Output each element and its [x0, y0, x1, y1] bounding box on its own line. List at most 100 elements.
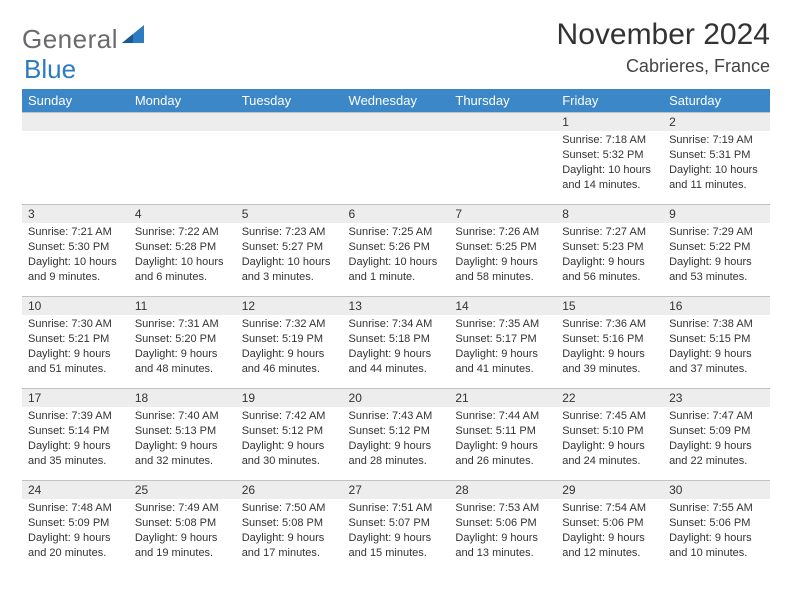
daylight-text-1: Daylight: 9 hours	[455, 439, 550, 454]
daylight-text-1: Daylight: 9 hours	[28, 439, 123, 454]
calendar-cell: 20Sunrise: 7:43 AMSunset: 5:12 PMDayligh…	[343, 389, 450, 481]
calendar-cell: 13Sunrise: 7:34 AMSunset: 5:18 PMDayligh…	[343, 297, 450, 389]
sunset-text: Sunset: 5:21 PM	[28, 332, 123, 347]
day-body: Sunrise: 7:34 AMSunset: 5:18 PMDaylight:…	[343, 315, 450, 380]
daylight-text-2: and 22 minutes.	[669, 454, 764, 469]
daylight-text-1: Daylight: 9 hours	[242, 439, 337, 454]
sunset-text: Sunset: 5:12 PM	[242, 424, 337, 439]
sunset-text: Sunset: 5:28 PM	[135, 240, 230, 255]
sunset-text: Sunset: 5:13 PM	[135, 424, 230, 439]
logo-text-blue: Blue	[24, 54, 76, 85]
daylight-text-1: Daylight: 9 hours	[455, 347, 550, 362]
day-number: 12	[236, 297, 343, 315]
day-header-row: SundayMondayTuesdayWednesdayThursdayFrid…	[22, 89, 770, 113]
daylight-text-1: Daylight: 9 hours	[455, 255, 550, 270]
calendar-cell: 4Sunrise: 7:22 AMSunset: 5:28 PMDaylight…	[129, 205, 236, 297]
daylight-text-1: Daylight: 10 hours	[669, 163, 764, 178]
sunset-text: Sunset: 5:08 PM	[242, 516, 337, 531]
daylight-text-1: Daylight: 9 hours	[28, 531, 123, 546]
daylight-text-2: and 30 minutes.	[242, 454, 337, 469]
sunset-text: Sunset: 5:22 PM	[669, 240, 764, 255]
day-number: 29	[556, 481, 663, 499]
calendar-row: 17Sunrise: 7:39 AMSunset: 5:14 PMDayligh…	[22, 389, 770, 481]
day-number	[236, 113, 343, 131]
sunset-text: Sunset: 5:06 PM	[669, 516, 764, 531]
day-body: Sunrise: 7:44 AMSunset: 5:11 PMDaylight:…	[449, 407, 556, 472]
calendar-cell: 19Sunrise: 7:42 AMSunset: 5:12 PMDayligh…	[236, 389, 343, 481]
calendar-cell: 8Sunrise: 7:27 AMSunset: 5:23 PMDaylight…	[556, 205, 663, 297]
day-number: 14	[449, 297, 556, 315]
sunrise-text: Sunrise: 7:30 AM	[28, 317, 123, 332]
calendar-cell: 18Sunrise: 7:40 AMSunset: 5:13 PMDayligh…	[129, 389, 236, 481]
calendar-row: 24Sunrise: 7:48 AMSunset: 5:09 PMDayligh…	[22, 481, 770, 573]
calendar-cell	[449, 113, 556, 205]
sunset-text: Sunset: 5:16 PM	[562, 332, 657, 347]
calendar-cell: 23Sunrise: 7:47 AMSunset: 5:09 PMDayligh…	[663, 389, 770, 481]
day-body	[129, 131, 236, 201]
day-header: Sunday	[22, 89, 129, 113]
daylight-text-2: and 44 minutes.	[349, 362, 444, 377]
calendar-cell: 17Sunrise: 7:39 AMSunset: 5:14 PMDayligh…	[22, 389, 129, 481]
sunset-text: Sunset: 5:06 PM	[562, 516, 657, 531]
day-body: Sunrise: 7:42 AMSunset: 5:12 PMDaylight:…	[236, 407, 343, 472]
daylight-text-2: and 6 minutes.	[135, 270, 230, 285]
sunrise-text: Sunrise: 7:40 AM	[135, 409, 230, 424]
sunset-text: Sunset: 5:09 PM	[28, 516, 123, 531]
sunrise-text: Sunrise: 7:29 AM	[669, 225, 764, 240]
day-number	[129, 113, 236, 131]
daylight-text-2: and 1 minute.	[349, 270, 444, 285]
daylight-text-1: Daylight: 9 hours	[28, 347, 123, 362]
day-body: Sunrise: 7:19 AMSunset: 5:31 PMDaylight:…	[663, 131, 770, 196]
calendar-cell: 3Sunrise: 7:21 AMSunset: 5:30 PMDaylight…	[22, 205, 129, 297]
calendar-row: 10Sunrise: 7:30 AMSunset: 5:21 PMDayligh…	[22, 297, 770, 389]
sunset-text: Sunset: 5:27 PM	[242, 240, 337, 255]
daylight-text-2: and 37 minutes.	[669, 362, 764, 377]
sunrise-text: Sunrise: 7:54 AM	[562, 501, 657, 516]
day-number: 19	[236, 389, 343, 407]
daylight-text-1: Daylight: 10 hours	[135, 255, 230, 270]
calendar-cell: 14Sunrise: 7:35 AMSunset: 5:17 PMDayligh…	[449, 297, 556, 389]
calendar-cell: 25Sunrise: 7:49 AMSunset: 5:08 PMDayligh…	[129, 481, 236, 573]
sunrise-text: Sunrise: 7:31 AM	[135, 317, 230, 332]
sunset-text: Sunset: 5:10 PM	[562, 424, 657, 439]
logo-sail-icon	[122, 25, 144, 43]
day-number: 3	[22, 205, 129, 223]
calendar-cell	[129, 113, 236, 205]
sunset-text: Sunset: 5:23 PM	[562, 240, 657, 255]
day-body: Sunrise: 7:25 AMSunset: 5:26 PMDaylight:…	[343, 223, 450, 288]
sunrise-text: Sunrise: 7:38 AM	[669, 317, 764, 332]
day-body: Sunrise: 7:43 AMSunset: 5:12 PMDaylight:…	[343, 407, 450, 472]
daylight-text-1: Daylight: 10 hours	[349, 255, 444, 270]
day-body	[22, 131, 129, 201]
calendar-cell: 2Sunrise: 7:19 AMSunset: 5:31 PMDaylight…	[663, 113, 770, 205]
day-number	[449, 113, 556, 131]
day-body: Sunrise: 7:47 AMSunset: 5:09 PMDaylight:…	[663, 407, 770, 472]
day-body: Sunrise: 7:40 AMSunset: 5:13 PMDaylight:…	[129, 407, 236, 472]
day-body: Sunrise: 7:26 AMSunset: 5:25 PMDaylight:…	[449, 223, 556, 288]
sunset-text: Sunset: 5:31 PM	[669, 148, 764, 163]
calendar-row: 1Sunrise: 7:18 AMSunset: 5:32 PMDaylight…	[22, 113, 770, 205]
day-number: 21	[449, 389, 556, 407]
daylight-text-2: and 39 minutes.	[562, 362, 657, 377]
sunrise-text: Sunrise: 7:39 AM	[28, 409, 123, 424]
sunrise-text: Sunrise: 7:22 AM	[135, 225, 230, 240]
day-number: 16	[663, 297, 770, 315]
sunrise-text: Sunrise: 7:44 AM	[455, 409, 550, 424]
calendar-cell: 9Sunrise: 7:29 AMSunset: 5:22 PMDaylight…	[663, 205, 770, 297]
daylight-text-1: Daylight: 9 hours	[669, 439, 764, 454]
sunrise-text: Sunrise: 7:18 AM	[562, 133, 657, 148]
day-body: Sunrise: 7:29 AMSunset: 5:22 PMDaylight:…	[663, 223, 770, 288]
day-number: 10	[22, 297, 129, 315]
day-body: Sunrise: 7:50 AMSunset: 5:08 PMDaylight:…	[236, 499, 343, 564]
day-number: 15	[556, 297, 663, 315]
sunrise-text: Sunrise: 7:35 AM	[455, 317, 550, 332]
day-header: Saturday	[663, 89, 770, 113]
calendar-cell: 21Sunrise: 7:44 AMSunset: 5:11 PMDayligh…	[449, 389, 556, 481]
calendar-cell	[343, 113, 450, 205]
calendar-cell: 27Sunrise: 7:51 AMSunset: 5:07 PMDayligh…	[343, 481, 450, 573]
daylight-text-2: and 35 minutes.	[28, 454, 123, 469]
sunrise-text: Sunrise: 7:48 AM	[28, 501, 123, 516]
sunrise-text: Sunrise: 7:49 AM	[135, 501, 230, 516]
day-number: 9	[663, 205, 770, 223]
daylight-text-2: and 56 minutes.	[562, 270, 657, 285]
